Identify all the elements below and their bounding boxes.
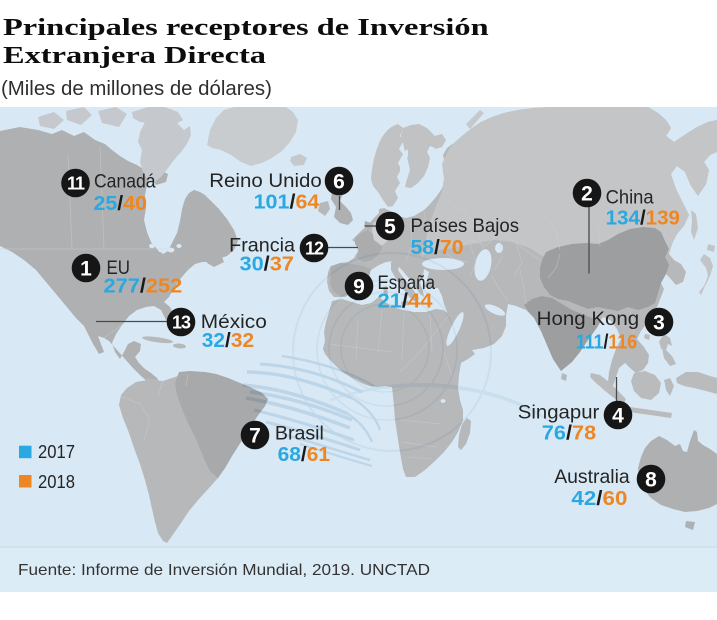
- svg-text:Canadá: Canadá: [94, 171, 156, 193]
- svg-text:9: 9: [353, 276, 365, 299]
- svg-text:2017: 2017: [38, 441, 75, 462]
- svg-text:Reino Unido: Reino Unido: [209, 170, 322, 192]
- svg-text:2: 2: [581, 183, 593, 206]
- svg-text:68/61: 68/61: [278, 444, 331, 466]
- svg-text:China: China: [606, 187, 654, 209]
- svg-text:134/139: 134/139: [606, 207, 680, 229]
- svg-text:12: 12: [305, 239, 324, 259]
- svg-text:México: México: [201, 311, 267, 333]
- svg-text:3: 3: [653, 312, 665, 335]
- svg-text:8: 8: [645, 469, 657, 492]
- svg-text:32/32: 32/32: [202, 330, 254, 352]
- svg-text:Hong Kong: Hong Kong: [537, 308, 640, 330]
- svg-text:30/37: 30/37: [240, 254, 294, 276]
- svg-text:101/64: 101/64: [254, 192, 321, 214]
- svg-text:13: 13: [172, 313, 191, 333]
- svg-text:1: 1: [80, 258, 92, 281]
- svg-text:España: España: [378, 272, 436, 294]
- svg-text:6: 6: [333, 171, 345, 194]
- svg-text:76/78: 76/78: [542, 423, 596, 445]
- svg-text:42/60: 42/60: [571, 488, 627, 510]
- svg-text:7: 7: [249, 425, 261, 448]
- svg-text:111/116: 111/116: [576, 331, 637, 353]
- svg-text:25/40: 25/40: [94, 193, 148, 215]
- svg-text:Australia: Australia: [554, 466, 630, 488]
- svg-text:Francia: Francia: [229, 235, 295, 257]
- svg-text:EU: EU: [107, 257, 131, 279]
- svg-text:11: 11: [67, 174, 85, 194]
- svg-text:2018: 2018: [38, 471, 75, 492]
- svg-text:Singapur: Singapur: [518, 402, 600, 424]
- svg-text:4: 4: [612, 405, 624, 428]
- svg-text:58/70: 58/70: [411, 237, 464, 259]
- svg-text:Brasil: Brasil: [275, 423, 324, 445]
- svg-text:Fuente: Informe de Inversión M: Fuente: Informe de Inversión Mundial, 20…: [18, 562, 430, 579]
- svg-text:277/252: 277/252: [104, 276, 183, 298]
- svg-text:21/44: 21/44: [378, 291, 434, 313]
- svg-text:5: 5: [384, 216, 396, 239]
- svg-text:Países Bajos: Países Bajos: [411, 215, 520, 237]
